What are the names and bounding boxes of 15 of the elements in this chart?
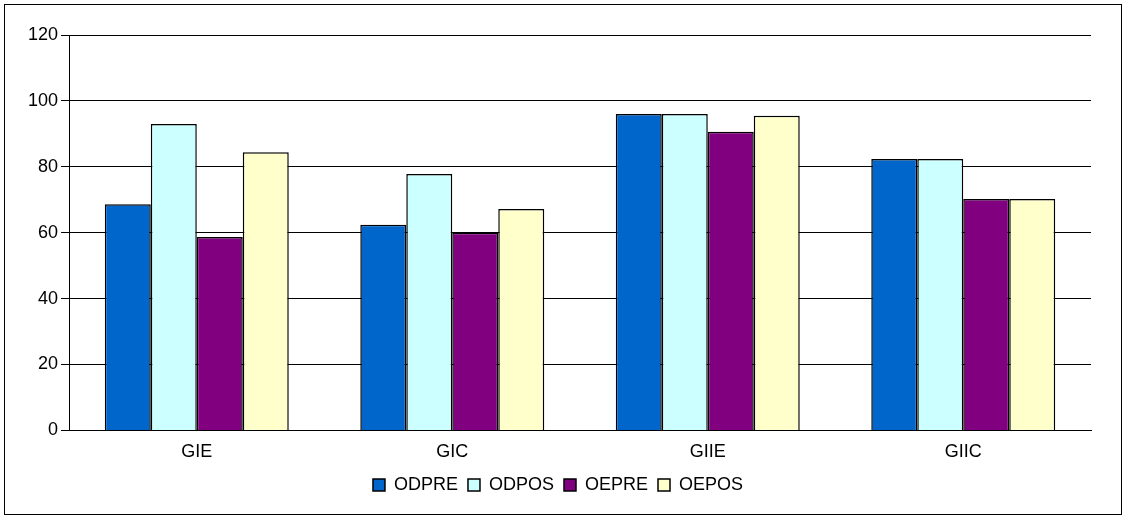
x-tick-label: GIE <box>181 441 213 462</box>
x-tick-label: GIIE <box>689 441 726 462</box>
y-tick-label: 120 <box>27 23 59 44</box>
y-tick-label: 80 <box>38 155 59 176</box>
y-tick-label: 20 <box>38 353 59 374</box>
y-tick-label: 100 <box>27 89 59 110</box>
y-tick-label: 40 <box>38 287 59 308</box>
x-tick-label: GIIC <box>944 441 982 462</box>
legend-label: OEPOS <box>679 473 744 494</box>
legend-label: OEPRE <box>584 473 649 494</box>
legend-label: ODPRE <box>393 473 458 494</box>
legend-label: ODPOS <box>488 473 554 494</box>
x-tick-label: GIC <box>436 441 469 462</box>
y-tick-label: 60 <box>38 221 59 242</box>
y-tick-label: 0 <box>48 419 59 440</box>
